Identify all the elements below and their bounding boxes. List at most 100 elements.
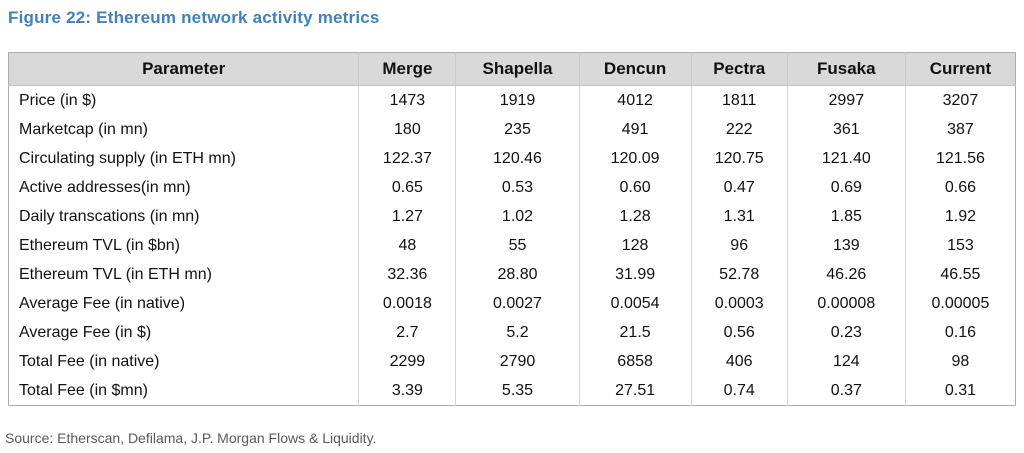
value-cell: 120.75 (690, 144, 788, 173)
table-row: Total Fee (in $mn) 3.39 5.35 27.51 0.74 0.37 0… (9, 376, 1016, 406)
value-cell: 0.47 (690, 173, 788, 202)
value-cell: 406 (690, 347, 788, 376)
column-header-fusaka: Fusaka (786, 52, 906, 86)
value-cell: 1.02 (455, 202, 580, 231)
parameter-cell: Ethereum TVL (in ETH mn) (19, 265, 212, 283)
value-cell: 153 (904, 231, 1016, 260)
value-cell: 122.37 (358, 144, 456, 173)
value-cell: 48 (358, 231, 456, 260)
value-cell: 31.99 (578, 260, 692, 289)
value-cell: 21.5 (578, 318, 692, 347)
value-cell: 0.16 (904, 318, 1016, 347)
table-row: Price (in $) 1473 1919 4012 1811 2997 3207 (9, 85, 1016, 115)
value-cell: 0.74 (690, 376, 788, 406)
header-row: Parameter Merge Shapella Dencun Pectra Fusaka… (8, 52, 1016, 86)
value-cell: 0.56 (690, 318, 788, 347)
value-cell: 4012 (578, 85, 692, 115)
column-header-shapella: Shapella (455, 52, 580, 86)
source-note: Source: Etherscan, Defilama, J.P. Morgan… (5, 430, 377, 446)
value-cell: 0.53 (455, 173, 580, 202)
value-cell: 235 (455, 115, 580, 144)
parameter-cell: Daily transcations (in mn) (19, 207, 200, 225)
value-cell: 0.0003 (690, 289, 788, 318)
value-cell: 0.23 (786, 318, 906, 347)
column-header-current: Current (904, 52, 1016, 86)
value-cell: 0.37 (786, 376, 906, 406)
table-row: Ethereum TVL (in ETH mn) 32.36 28.80 31.99 5… (9, 260, 1016, 289)
value-cell: 1.85 (786, 202, 906, 231)
value-cell: 0.60 (578, 173, 692, 202)
value-cell: 120.09 (578, 144, 692, 173)
value-cell: 46.55 (904, 260, 1016, 289)
value-cell: 0.66 (904, 173, 1016, 202)
column-header-pectra: Pectra (690, 52, 788, 86)
metrics-table: Parameter Merge Shapella Dencun Pectra Fusaka… (8, 52, 1016, 406)
parameter-cell: Total Fee (in $mn) (19, 381, 148, 399)
value-cell: 1.28 (578, 202, 692, 231)
parameter-cell: Total Fee (in native) (19, 352, 160, 370)
value-cell: 1.27 (358, 202, 456, 231)
value-cell: 96 (690, 231, 788, 260)
figure-title: Figure 22: Ethereum network activity met… (8, 8, 380, 27)
value-cell: 121.40 (786, 144, 906, 173)
value-cell: 28.80 (455, 260, 580, 289)
value-cell: 491 (578, 115, 692, 144)
value-cell: 1473 (358, 85, 456, 115)
value-cell: 128 (578, 231, 692, 260)
value-cell: 387 (904, 115, 1016, 144)
table-row: Marketcap (in mn) 180 235 491 222 361 387 (9, 115, 1016, 144)
value-cell: 55 (455, 231, 580, 260)
value-cell: 2299 (358, 347, 456, 376)
value-cell: 3207 (904, 85, 1016, 115)
value-cell: 361 (786, 115, 906, 144)
parameter-cell: Average Fee (in $) (19, 323, 152, 341)
value-cell: 5.35 (455, 376, 580, 406)
value-cell: 121.56 (904, 144, 1016, 173)
value-cell: 1.31 (690, 202, 788, 231)
parameter-cell: Circulating supply (in ETH mn) (19, 149, 236, 167)
value-cell: 98 (904, 347, 1016, 376)
table-row: Total Fee (in native) 2299 2790 6858 406 124 9… (9, 347, 1016, 376)
value-cell: 46.26 (786, 260, 906, 289)
value-cell: 0.0027 (455, 289, 580, 318)
value-cell: 2.7 (358, 318, 456, 347)
table-row: Average Fee (in $) 2.7 5.2 21.5 0.56 0.23 0.16 (9, 318, 1016, 347)
value-cell: 0.31 (904, 376, 1016, 406)
value-cell: 5.2 (455, 318, 580, 347)
column-header-merge: Merge (358, 52, 456, 86)
value-cell: 222 (690, 115, 788, 144)
parameter-cell: Average Fee (in native) (19, 294, 186, 312)
value-cell: 0.0018 (358, 289, 456, 318)
value-cell: 32.36 (358, 260, 456, 289)
value-cell: 0.00005 (904, 289, 1016, 318)
value-cell: 0.65 (358, 173, 456, 202)
value-cell: 0.69 (786, 173, 906, 202)
table-row: Circulating supply (in ETH mn) 122.37 120.… (9, 144, 1016, 173)
table-row: Active addresses(in mn) 0.65 0.53 0.60 0.47 0… (9, 173, 1016, 202)
value-cell: 1.92 (904, 202, 1016, 231)
value-cell: 1811 (690, 85, 788, 115)
value-cell: 2997 (786, 85, 906, 115)
value-cell: 180 (358, 115, 456, 144)
value-cell: 6858 (578, 347, 692, 376)
table-header: Parameter Merge Shapella Dencun Pectra Fusaka… (8, 52, 1016, 86)
value-cell: 2790 (455, 347, 580, 376)
value-cell: 1919 (455, 85, 580, 115)
table-body: Price (in $) 1473 1919 4012 1811 2997 3207 Mark… (9, 85, 1016, 406)
value-cell: 120.46 (455, 144, 580, 173)
parameter-cell: Active addresses(in mn) (19, 178, 191, 196)
parameter-cell: Marketcap (in mn) (19, 120, 148, 138)
value-cell: 139 (786, 231, 906, 260)
column-header-dencun: Dencun (578, 52, 692, 86)
value-cell: 52.78 (690, 260, 788, 289)
parameter-cell: Ethereum TVL (in $bn) (19, 236, 180, 254)
table-row: Ethereum TVL (in $bn) 48 55 128 96 139 153 (9, 231, 1016, 260)
value-cell: 0.0054 (578, 289, 692, 318)
value-cell: 3.39 (358, 376, 456, 406)
table-row: Average Fee (in native) 0.0018 0.0027 0.005… (9, 289, 1016, 318)
table-row: Daily transcations (in mn) 1.27 1.02 1.28 1.… (9, 202, 1016, 231)
value-cell: 27.51 (578, 376, 692, 406)
value-cell: 0.00008 (786, 289, 906, 318)
parameter-cell: Price (in $) (19, 91, 97, 109)
